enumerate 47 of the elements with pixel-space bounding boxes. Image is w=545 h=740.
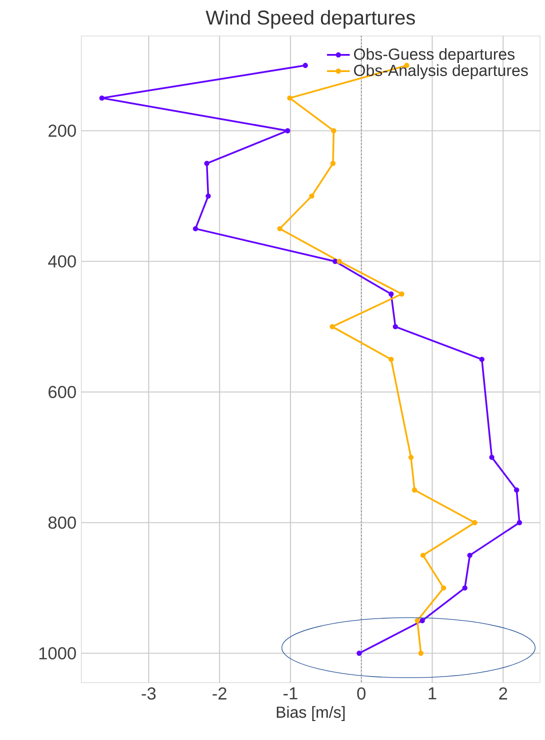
point (516, 520, 522, 526)
point (330, 324, 335, 330)
point (479, 356, 484, 362)
point (514, 487, 520, 493)
point (392, 324, 398, 330)
x-tick-label: -1 (283, 687, 298, 700)
point (277, 226, 282, 232)
point (330, 128, 336, 134)
x-tick-label: 1 (428, 687, 436, 700)
point (388, 356, 394, 362)
point (489, 454, 494, 460)
legend-label: Obs-Guess departures (354, 48, 514, 63)
x-tick-label: 0 (357, 687, 366, 700)
point (388, 291, 394, 297)
point (205, 193, 211, 199)
point (336, 258, 342, 264)
point (99, 95, 104, 101)
point (302, 62, 308, 68)
y-tick-label: 400 (48, 255, 76, 268)
point (420, 618, 425, 624)
point (472, 520, 478, 526)
point (418, 650, 424, 656)
y-tick-label: 800 (48, 516, 76, 529)
point (332, 258, 338, 264)
point (308, 193, 314, 199)
y-tick-label: 1000 (39, 647, 76, 660)
point (462, 585, 468, 591)
x-tick-label: 2 (499, 687, 507, 700)
point (356, 650, 362, 656)
point (286, 95, 292, 101)
y-tick-label: 600 (48, 386, 76, 398)
point (414, 618, 420, 624)
x-tick-label: -3 (142, 687, 156, 700)
point (192, 226, 198, 232)
x-axis-title: Bias [m/s] (276, 706, 344, 722)
x-tick-label: -2 (212, 687, 226, 700)
point (284, 128, 290, 134)
point (440, 585, 446, 591)
point (408, 454, 414, 460)
point (204, 160, 210, 166)
point (467, 552, 472, 558)
y-tick-label: 200 (48, 124, 76, 137)
chart-title: Wind Speed departures (206, 10, 415, 29)
point (330, 160, 336, 166)
point (412, 487, 417, 493)
point (398, 291, 404, 297)
point (420, 552, 426, 558)
